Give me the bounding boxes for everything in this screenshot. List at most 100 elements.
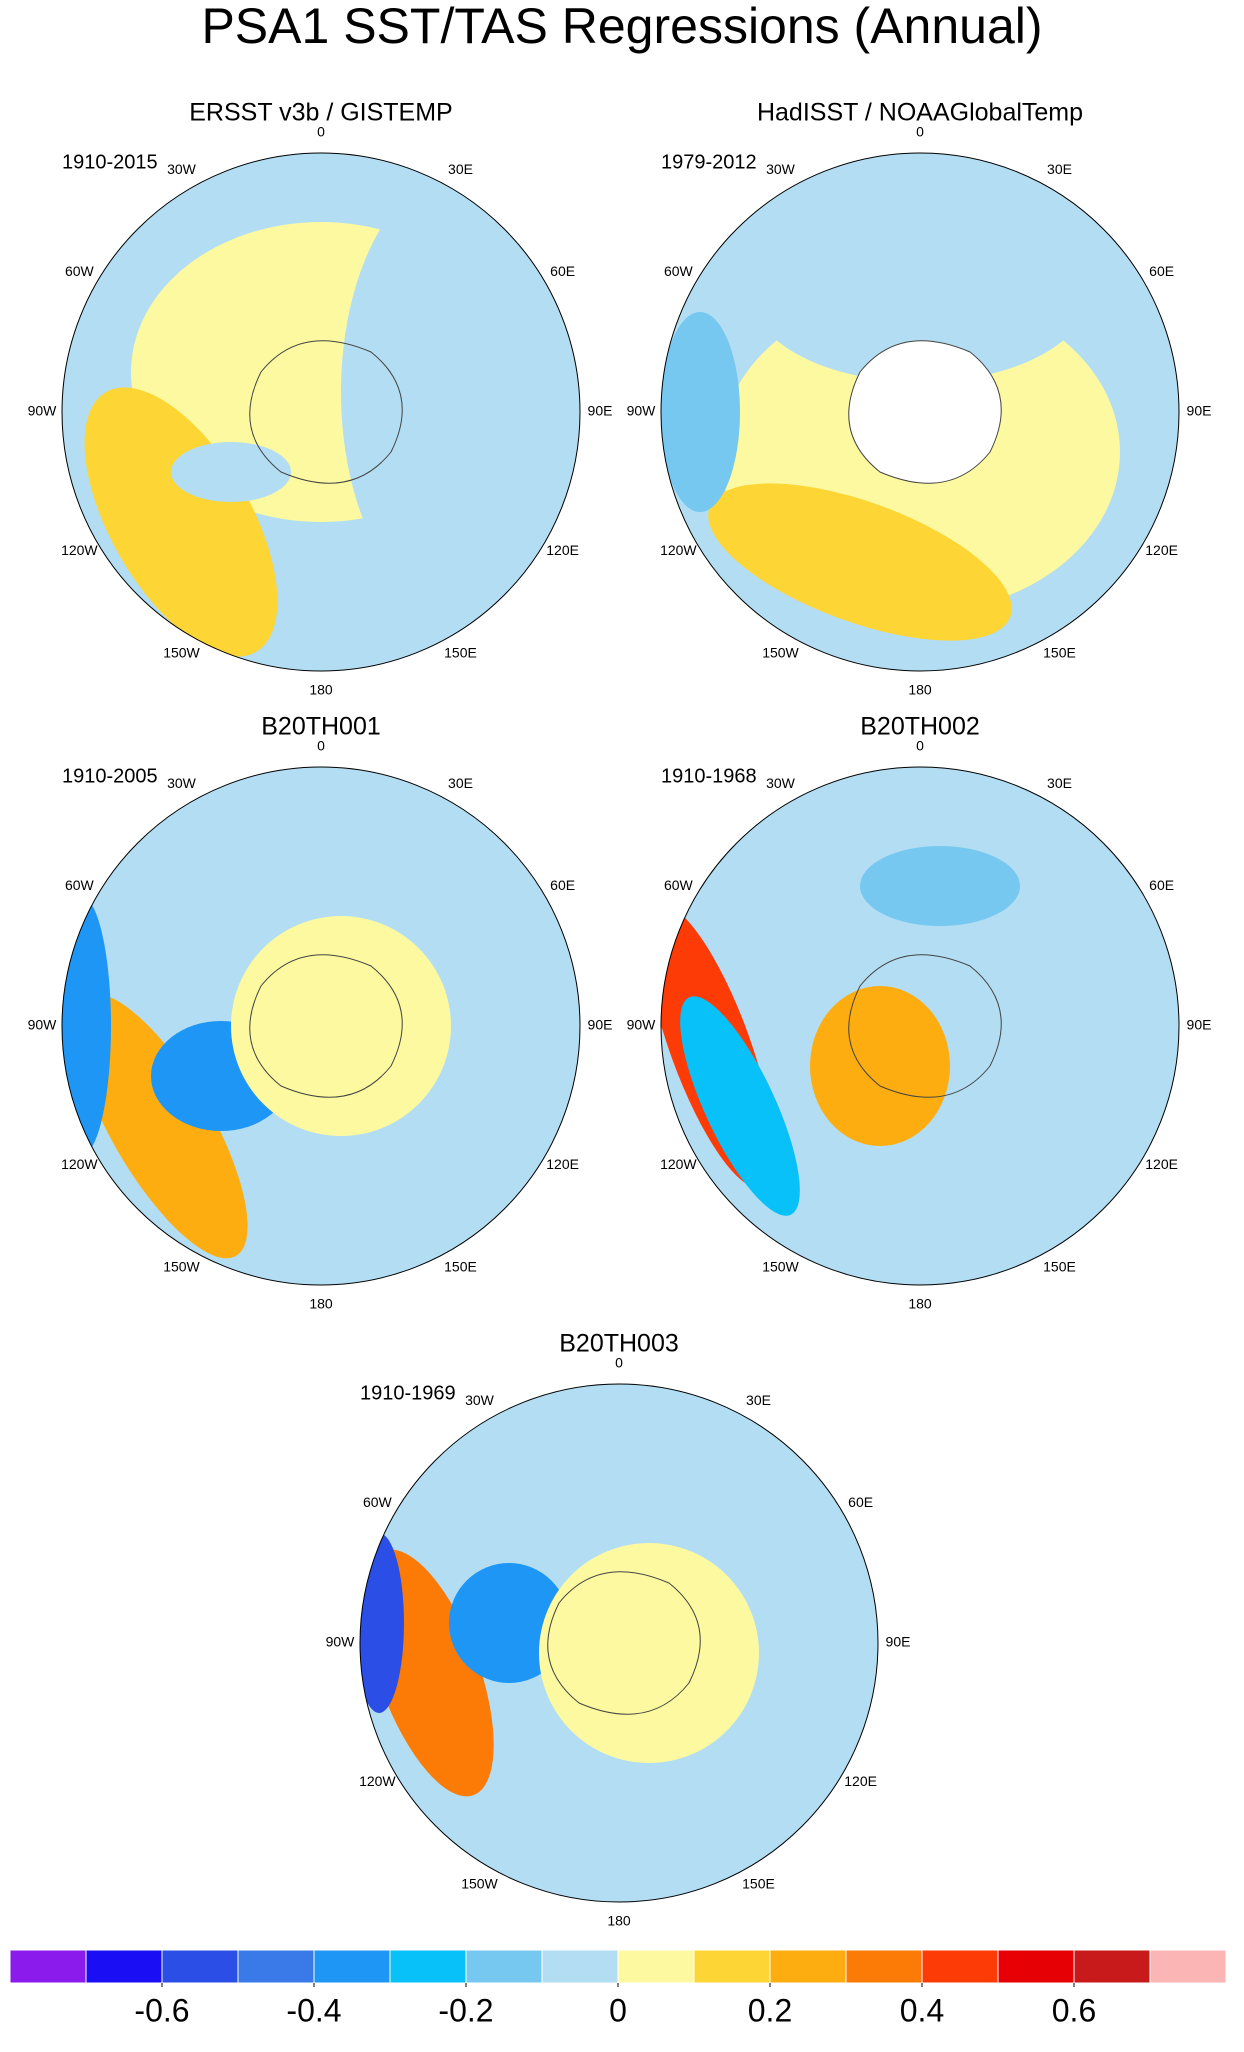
lon-label: 120W [359, 1773, 396, 1789]
lon-label: 180 [309, 682, 333, 698]
lon-label: 90E [588, 403, 613, 419]
lon-label: 150E [1043, 1258, 1076, 1274]
lon-label: 150E [444, 1258, 477, 1274]
colorbar-cell [1149, 1949, 1227, 1984]
lon-label: 90E [1187, 403, 1212, 419]
map-border [61, 152, 581, 672]
map-border [660, 152, 1180, 672]
panel-period: 1910-1969 [360, 1382, 456, 1404]
antarctica [848, 954, 1002, 1098]
colorbar-cell [845, 1949, 923, 1984]
lon-label: 90W [627, 403, 657, 419]
colorbar-cell [161, 1949, 239, 1984]
figure-title: PSA1 SST/TAS Regressions (Annual) [201, 0, 1042, 54]
map-border [61, 766, 581, 1286]
antarctica [249, 954, 403, 1098]
lon-label: 90W [627, 1017, 657, 1033]
lon-label: 120E [1145, 542, 1178, 558]
lon-label: 60W [65, 877, 95, 893]
lon-label: 0 [916, 124, 924, 140]
lon-label: 30E [1047, 775, 1072, 791]
lon-label: 30E [448, 775, 473, 791]
lon-label: 180 [908, 682, 932, 698]
panel-period: 1979-2012 [661, 151, 757, 173]
map [360, 1384, 878, 1902]
lon-label: 120W [61, 1156, 98, 1172]
field-blob [860, 846, 1020, 926]
lon-label: 30W [167, 775, 197, 791]
lon-label: 120W [61, 542, 98, 558]
colorbar-cell [693, 1949, 771, 1984]
lon-label: 150E [742, 1875, 775, 1891]
lon-label: 150W [762, 644, 799, 660]
field-blob [539, 1543, 759, 1763]
lon-label: 0 [317, 124, 325, 140]
lon-label: 0 [615, 1355, 623, 1371]
colorbar-label: 0.2 [748, 1992, 792, 2028]
panel-title: ERSST v3b / GISTEMP [189, 99, 453, 127]
lon-label: 120E [844, 1773, 877, 1789]
lon-label: 60E [848, 1494, 873, 1510]
field-blob [84, 387, 278, 657]
field-blob [750, 202, 1090, 382]
panel-period: 1910-2015 [62, 151, 158, 173]
lon-label: 90W [28, 1017, 58, 1033]
lon-label: 60E [1149, 263, 1174, 279]
map [62, 153, 580, 671]
field-blob [171, 442, 291, 502]
lon-label: 30W [167, 161, 197, 177]
lon-label: 30E [448, 161, 473, 177]
panel-title: B20TH002 [860, 713, 980, 741]
lon-label: 120E [1145, 1156, 1178, 1172]
colorbar-label: 0.6 [1052, 1992, 1096, 2028]
colorbar-label: -0.2 [438, 1992, 493, 2028]
field-blob [231, 916, 451, 1136]
lon-label: 120E [546, 1156, 579, 1172]
lon-label: 180 [309, 1296, 333, 1312]
colorbar-cell [389, 1949, 467, 1984]
lon-label: 60W [65, 263, 95, 279]
lon-label: 90W [326, 1634, 356, 1650]
panel-title: B20TH001 [261, 713, 381, 741]
lon-label: 60E [550, 263, 575, 279]
lon-label: 90E [1187, 1017, 1212, 1033]
lon-label: 0 [916, 738, 924, 754]
lon-label: 30E [746, 1392, 771, 1408]
colorbar-cell [313, 1949, 391, 1984]
field-blob [74, 993, 248, 1259]
field-blob [708, 483, 1012, 641]
antarctica [547, 1571, 701, 1715]
colorbar-cell [237, 1949, 315, 1984]
field-blob [661, 312, 740, 512]
colorbar-label: 0.4 [900, 1992, 944, 2028]
lon-label: 30W [766, 161, 796, 177]
lon-label: 90E [886, 1634, 911, 1650]
map [62, 767, 580, 1285]
lon-label: 60E [550, 877, 575, 893]
lon-label: 30W [465, 1392, 495, 1408]
map-border [660, 766, 1180, 1286]
lon-label: 60E [1149, 877, 1174, 893]
panel-title: B20TH003 [559, 1330, 679, 1358]
colorbar-cell [9, 1949, 87, 1984]
field-blob [341, 172, 580, 612]
lon-label: 150W [163, 644, 200, 660]
lon-label: 30E [1047, 161, 1072, 177]
lon-label: 150W [461, 1875, 498, 1891]
colorbar-cell [769, 1949, 847, 1984]
lon-label: 120E [546, 542, 579, 558]
panel-period: 1910-1968 [661, 765, 757, 787]
colorbar-cell [541, 1949, 619, 1984]
colorbar-label: 0 [609, 1992, 627, 2028]
lon-label: 90W [28, 403, 58, 419]
panel-period: 1910-2005 [62, 765, 158, 787]
colorbar-cell [997, 1949, 1075, 1984]
lon-label: 150W [163, 1258, 200, 1274]
lon-label: 180 [908, 1296, 932, 1312]
panel-title: HadISST / NOAAGlobalTemp [757, 99, 1083, 127]
colorbar-cell [921, 1949, 999, 1984]
colorbar-label: -0.6 [134, 1992, 189, 2028]
field-blob [360, 1533, 404, 1713]
map [661, 767, 1179, 1285]
